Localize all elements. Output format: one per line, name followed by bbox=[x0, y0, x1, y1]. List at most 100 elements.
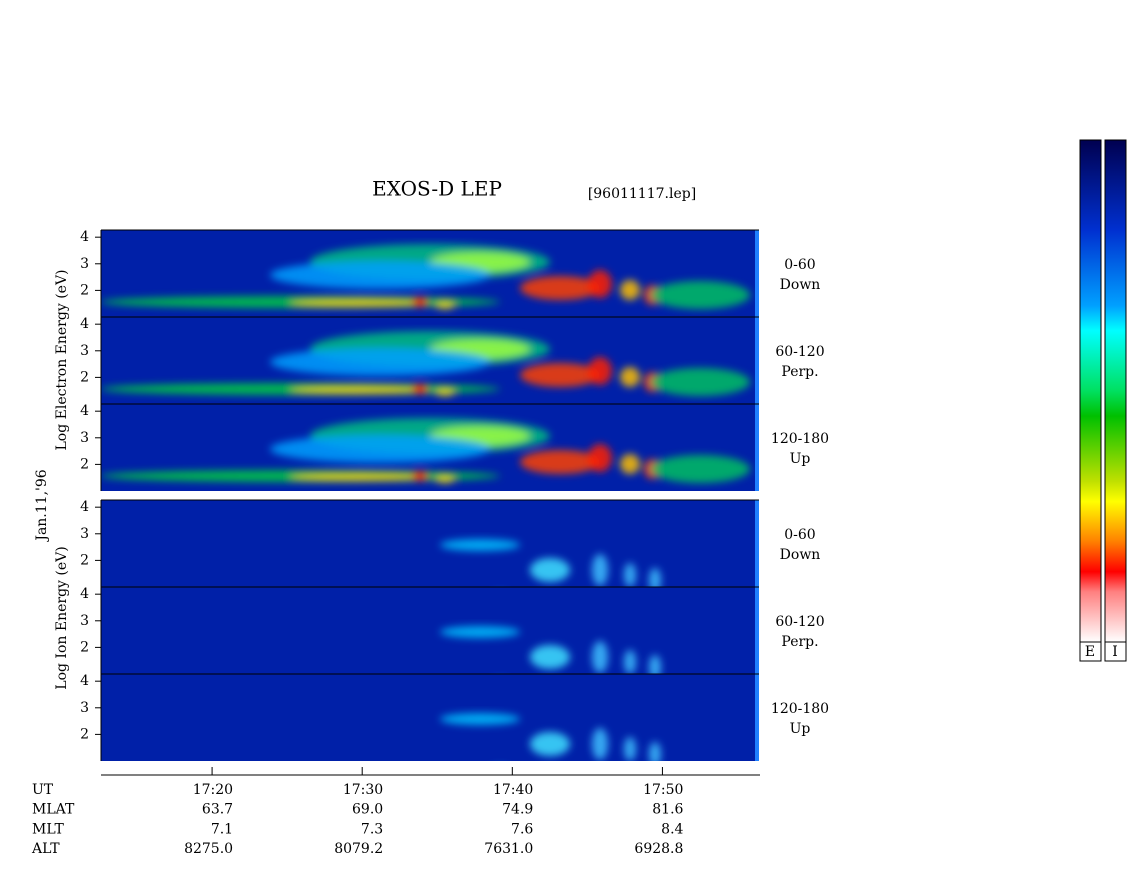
x-tick-label: 17:30 bbox=[343, 782, 383, 798]
ephemeris-value: 7.6 bbox=[511, 821, 533, 837]
ephemeris-value: 63.7 bbox=[202, 802, 233, 818]
spectrogram-features bbox=[440, 539, 661, 587]
spectrogram bbox=[101, 317, 757, 404]
spectrogram-feature bbox=[270, 261, 490, 289]
x-tick-label: 17:40 bbox=[493, 782, 533, 798]
direction-label: Up bbox=[790, 721, 811, 737]
colorbar-label-box bbox=[1079, 641, 1102, 662]
direction-label: Down bbox=[780, 277, 821, 293]
spectrogram-feature bbox=[486, 766, 514, 782]
colorbar bbox=[1104, 139, 1127, 643]
spectrogram-feature bbox=[520, 363, 600, 387]
ephemeris-value: 8275.0 bbox=[184, 841, 233, 857]
spectrogram-feature bbox=[649, 742, 661, 761]
spectrogram-feature bbox=[270, 348, 490, 376]
spectrogram-feature bbox=[624, 563, 636, 587]
spectrogram bbox=[101, 404, 757, 491]
y-tick-label: 2 bbox=[80, 369, 89, 385]
panel-edge bbox=[755, 404, 759, 491]
spectrogram-feature bbox=[592, 641, 608, 673]
panel-edge bbox=[755, 230, 759, 317]
x-tick-label: 17:50 bbox=[643, 782, 683, 798]
ephemeris-value: 7.1 bbox=[211, 821, 233, 837]
y-tick-label: 4 bbox=[80, 229, 89, 245]
file-name: [96011117.lep] bbox=[588, 186, 696, 202]
spectrogram-feature bbox=[435, 301, 455, 309]
spectrogram-feature bbox=[649, 568, 661, 587]
direction-label: Perp. bbox=[781, 364, 818, 380]
angle-label: 120-180 bbox=[771, 431, 829, 447]
spectrogram-feature bbox=[440, 626, 520, 638]
y-tick-label: 2 bbox=[80, 726, 89, 742]
spectrogram-feature bbox=[650, 455, 750, 483]
x-tick-label: 17:20 bbox=[193, 782, 233, 798]
spectrogram-background bbox=[101, 587, 757, 674]
spectrogram-feature bbox=[592, 554, 608, 586]
ephemeris-value: 81.6 bbox=[652, 802, 683, 818]
spectrogram-feature bbox=[440, 713, 520, 725]
spectrogram-feature bbox=[620, 367, 640, 387]
spectrogram-feature bbox=[435, 475, 455, 483]
ephemeris-value: 69.0 bbox=[352, 802, 383, 818]
spectrogram bbox=[101, 674, 757, 782]
spectrogram-features bbox=[101, 244, 750, 309]
ephemeris-label: UT bbox=[32, 782, 54, 798]
ephemeris-value: 7631.0 bbox=[484, 841, 533, 857]
y-tick-label: 3 bbox=[80, 343, 89, 359]
y-tick-label: 4 bbox=[80, 586, 89, 602]
y-tick-label: 4 bbox=[80, 673, 89, 689]
spectrogram-feature bbox=[650, 281, 750, 309]
direction-label: Perp. bbox=[781, 634, 818, 650]
y-tick-label: 2 bbox=[80, 639, 89, 655]
angle-label: 60-120 bbox=[775, 614, 824, 630]
spectrogram-feature bbox=[440, 539, 520, 551]
spectrogram-feature bbox=[290, 299, 430, 307]
colorbar-label-box bbox=[1104, 641, 1127, 662]
spectrogram-features bbox=[440, 626, 661, 674]
spectrogram-feature bbox=[412, 297, 428, 307]
y-tick-label: 3 bbox=[80, 700, 89, 716]
y-axis-label: Log Ion Energy (eV) bbox=[54, 546, 70, 689]
spectrogram-background bbox=[101, 500, 757, 587]
colorbar-label: I bbox=[1112, 644, 1118, 660]
y-tick-label: 4 bbox=[80, 316, 89, 332]
spectrogram-feature bbox=[649, 655, 661, 674]
spectrogram-feature bbox=[290, 386, 430, 394]
spectrogram-feature bbox=[520, 450, 600, 474]
ephemeris-label: MLT bbox=[32, 821, 64, 837]
spectrogram-feature bbox=[530, 558, 570, 582]
spectrogram-feature bbox=[650, 368, 750, 396]
colorbar bbox=[1079, 139, 1102, 643]
spectrogram-features bbox=[440, 713, 661, 782]
spectrogram bbox=[101, 587, 757, 674]
ephemeris-label: MLAT bbox=[32, 802, 75, 818]
y-axis-label: Log Electron Energy (eV) bbox=[54, 269, 70, 450]
title: EXOS-D LEP bbox=[372, 177, 502, 201]
y-tick-label: 3 bbox=[80, 430, 89, 446]
y-tick-label: 3 bbox=[80, 526, 89, 542]
spectrogram-feature bbox=[435, 388, 455, 396]
colorbar-label: E bbox=[1085, 644, 1095, 660]
spectrogram-feature bbox=[270, 435, 490, 463]
spectrogram bbox=[101, 230, 757, 317]
spectrogram-feature bbox=[624, 650, 636, 674]
panel-edge bbox=[755, 500, 759, 587]
spectrogram-feature bbox=[620, 280, 640, 300]
spectrogram-features bbox=[101, 331, 750, 396]
y-tick-label: 2 bbox=[80, 456, 89, 472]
angle-label: 60-120 bbox=[775, 344, 824, 360]
y-tick-label: 2 bbox=[80, 552, 89, 568]
spectrogram-feature bbox=[530, 732, 570, 756]
y-tick-label: 4 bbox=[80, 499, 89, 515]
spectrogram-feature bbox=[620, 454, 640, 474]
ephemeris-value: 6928.8 bbox=[634, 841, 683, 857]
angle-label: 0-60 bbox=[784, 257, 815, 273]
spectrogram-feature bbox=[592, 728, 608, 760]
spectrogram-feature bbox=[412, 384, 428, 394]
ephemeris-label: ALT bbox=[31, 841, 60, 857]
ephemeris-value: 7.3 bbox=[361, 821, 383, 837]
spectrogram-background bbox=[101, 674, 757, 761]
y-tick-label: 2 bbox=[80, 282, 89, 298]
angle-label: 120-180 bbox=[771, 701, 829, 717]
